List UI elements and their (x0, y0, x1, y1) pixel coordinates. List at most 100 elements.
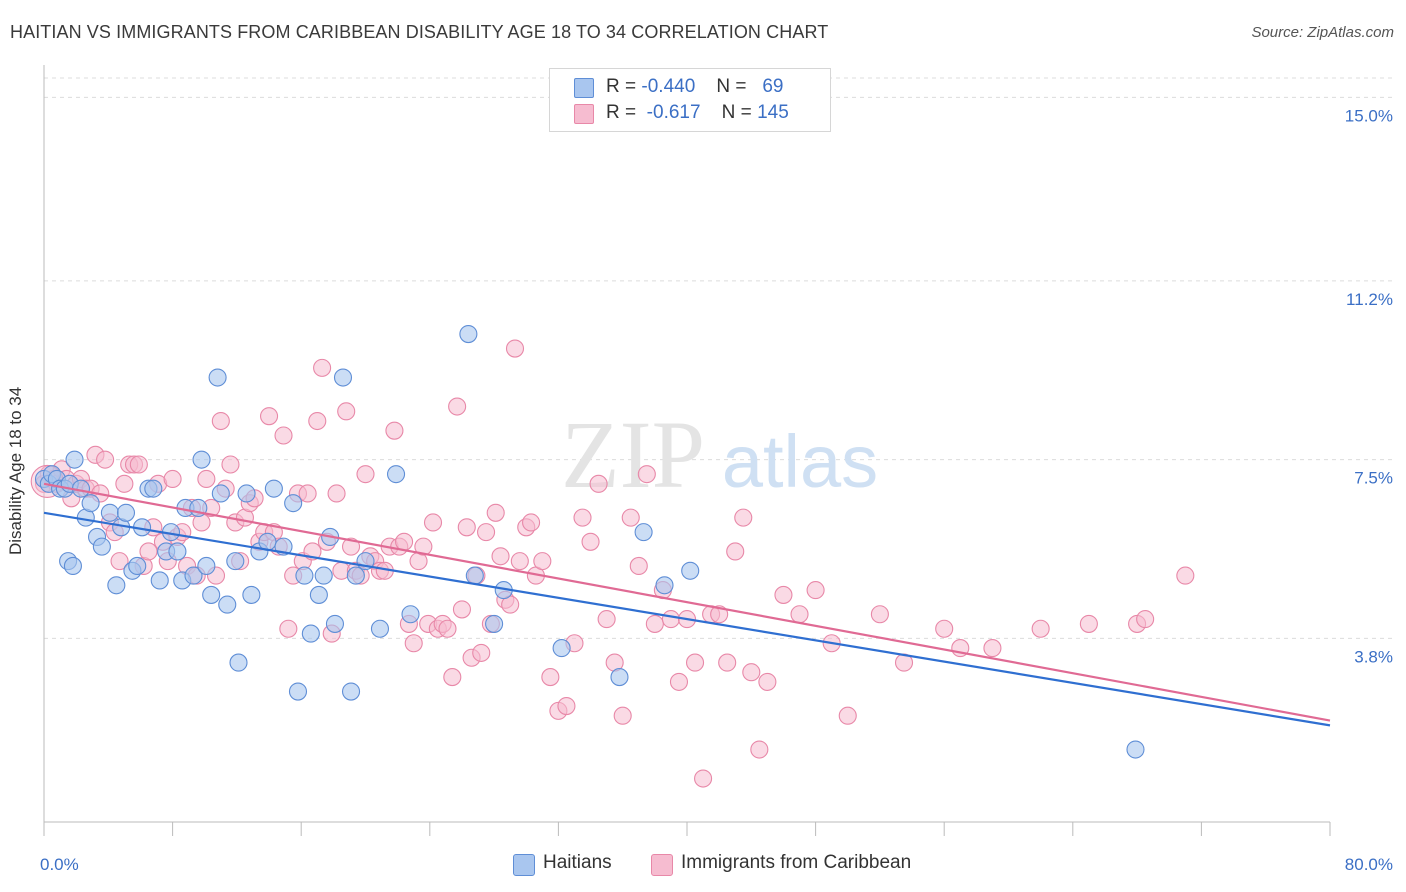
data-point-caribbean (806, 581, 825, 600)
data-point-haitians (1126, 740, 1145, 759)
data-point-caribbean (669, 672, 689, 691)
data-point-caribbean (298, 484, 317, 503)
y-tick-label: 15.0% (1345, 106, 1393, 125)
trendline-haitians (43, 511, 1331, 727)
data-point-caribbean (774, 585, 793, 604)
data-point-haitians (386, 465, 406, 484)
watermark-atlas: atlas (722, 420, 878, 503)
data-point-caribbean (710, 605, 729, 624)
data-point-caribbean (694, 769, 713, 788)
data-point-caribbean (115, 474, 134, 493)
r-label: R = (606, 102, 637, 123)
data-point-haitians (309, 585, 328, 604)
data-point-haitians (65, 450, 84, 469)
data-point-haitians (116, 503, 136, 522)
haitians-swatch (513, 854, 535, 876)
data-point-caribbean (404, 634, 423, 653)
data-point-haitians (346, 566, 365, 585)
data-point-caribbean (758, 672, 777, 691)
data-point-caribbean (279, 619, 298, 638)
data-point-haitians (168, 542, 187, 561)
data-point-haitians (401, 605, 420, 624)
series-haitians (34, 325, 1145, 759)
data-point-haitians (218, 595, 237, 614)
data-point-caribbean (452, 600, 472, 619)
data-point-haitians (128, 556, 147, 575)
axes (43, 65, 1331, 836)
watermark: ZIP atlas (561, 401, 878, 508)
data-point-haitians (192, 450, 211, 469)
data-point-caribbean (533, 552, 552, 571)
data-point-caribbean (522, 513, 541, 532)
tick-labels: 3.8% 7.5% 11.2% 15.0% 0.0% 80.0% (40, 106, 1393, 874)
data-point-caribbean (395, 532, 414, 551)
legend-label: Haitians (543, 852, 612, 873)
data-point-haitians (295, 566, 314, 585)
data-point-caribbean (486, 503, 505, 522)
n-value: 145 (757, 102, 789, 123)
data-point-caribbean (1031, 619, 1050, 638)
data-point-haitians (107, 576, 126, 595)
trendline-caribbean (43, 482, 1331, 722)
data-point-haitians (264, 479, 283, 498)
data-point-caribbean (581, 532, 600, 551)
data-point-caribbean (1136, 610, 1155, 629)
r-value: -0.440 (641, 76, 696, 97)
data-point-haitians (333, 368, 353, 387)
data-point-caribbean (557, 697, 576, 716)
caribbean-swatch (651, 854, 673, 876)
data-point-caribbean (983, 639, 1002, 658)
data-point-caribbean (448, 397, 467, 416)
data-point-caribbean (163, 469, 182, 489)
data-point-haitians (655, 576, 674, 595)
chart-title: HAITIAN VS IMMIGRANTS FROM CARIBBEAN DIS… (10, 22, 829, 42)
data-point-haitians (341, 682, 361, 701)
data-point-caribbean (734, 508, 753, 527)
data-point-caribbean (870, 605, 889, 624)
data-point-caribbean (1079, 614, 1098, 633)
data-point-caribbean (491, 547, 510, 566)
data-point-caribbean (597, 610, 616, 629)
legend-label: Immigrants from Caribbean (681, 852, 912, 873)
data-point-caribbean (510, 552, 529, 571)
data-point-caribbean (637, 465, 656, 484)
data-point-caribbean (308, 411, 327, 431)
data-point-haitians (63, 556, 82, 575)
data-point-haitians (459, 325, 478, 344)
data-point-caribbean (197, 469, 216, 489)
data-point-haitians (465, 566, 484, 585)
data-point-caribbean (443, 668, 462, 687)
watermark-zip: ZIP (561, 401, 705, 508)
data-point-haitians (144, 479, 163, 498)
data-point-haitians (288, 682, 308, 701)
r-value: -0.617 (646, 102, 701, 123)
data-point-caribbean (726, 542, 745, 561)
data-point-haitians (314, 566, 333, 585)
data-point-caribbean (661, 610, 680, 629)
y-tick-label: 7.5% (1354, 469, 1393, 488)
haitians-swatch (574, 78, 594, 98)
n-label: N = (721, 102, 752, 123)
data-point-haitians (150, 571, 169, 590)
n-value: 69 (762, 76, 784, 97)
data-point-caribbean (541, 668, 560, 687)
data-point-caribbean (385, 421, 404, 440)
caribbean-swatch (574, 104, 594, 124)
y-tick-label: 3.8% (1354, 647, 1393, 666)
data-point-caribbean (629, 556, 648, 575)
data-point-caribbean (341, 537, 361, 556)
data-point-haitians (301, 624, 320, 643)
gridlines (44, 77, 1395, 639)
data-point-caribbean (685, 653, 705, 672)
data-point-haitians (81, 494, 100, 513)
data-point-haitians (552, 639, 571, 658)
data-point-caribbean (438, 619, 457, 638)
data-point-caribbean (139, 542, 158, 561)
data-point-caribbean (313, 358, 332, 377)
data-point-caribbean (414, 537, 433, 556)
data-point-caribbean (589, 474, 608, 493)
data-point-haitians (370, 619, 390, 638)
data-point-caribbean (718, 653, 737, 672)
data-point-caribbean (327, 484, 346, 503)
data-point-haitians (184, 566, 203, 585)
